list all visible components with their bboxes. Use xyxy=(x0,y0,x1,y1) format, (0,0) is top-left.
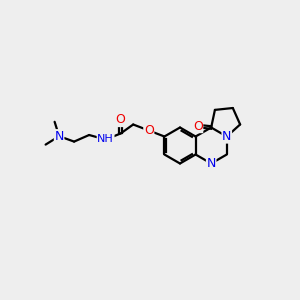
Text: N: N xyxy=(222,130,232,143)
Text: O: O xyxy=(193,120,203,133)
Text: O: O xyxy=(144,124,154,137)
Text: O: O xyxy=(116,113,125,127)
Text: N: N xyxy=(54,130,64,143)
Text: NH: NH xyxy=(97,134,114,145)
Text: N: N xyxy=(206,157,216,170)
